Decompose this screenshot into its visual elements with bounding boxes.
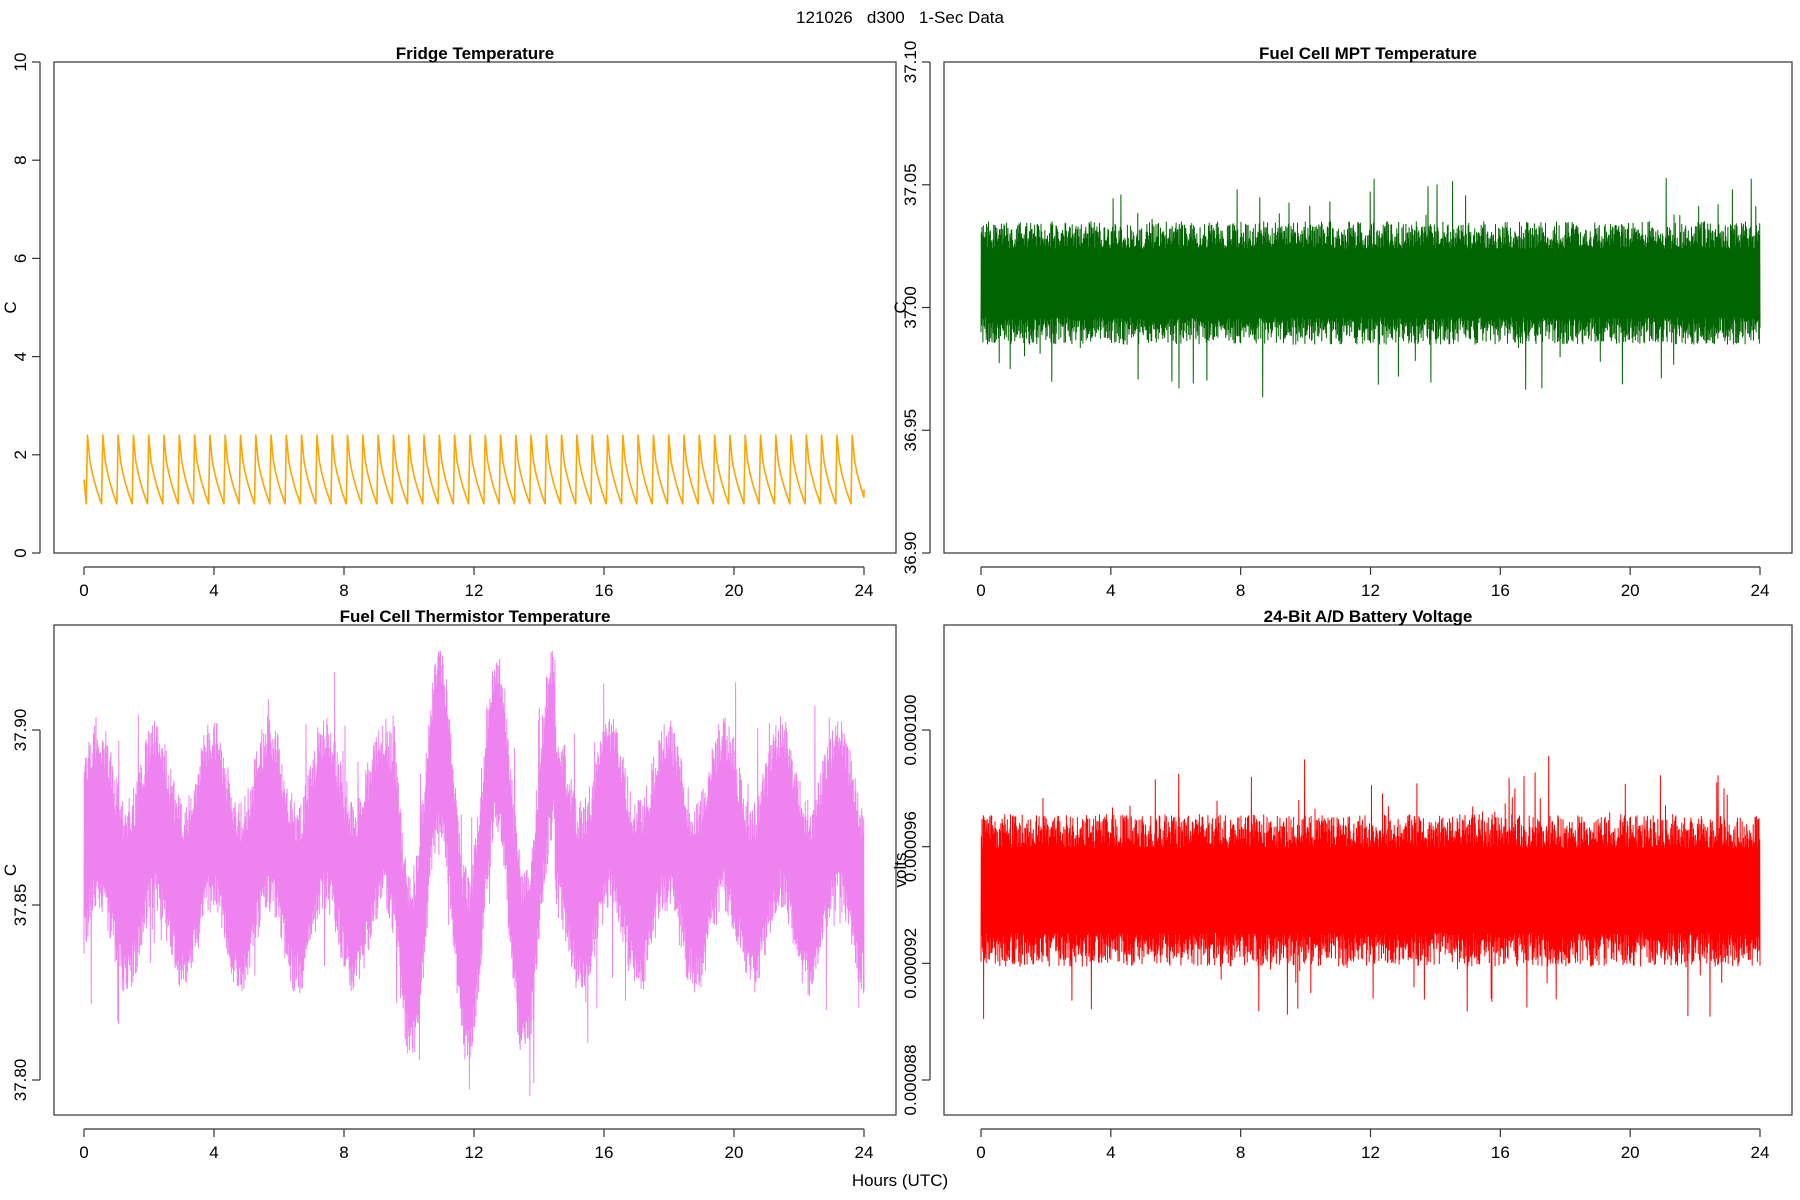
x-tick-label: 12 xyxy=(1361,581,1380,600)
x-tick-label: 4 xyxy=(1106,1143,1115,1162)
x-tick-label: 12 xyxy=(465,1143,484,1162)
y-axis-label: C xyxy=(1,864,20,876)
y-tick-label: 37.90 xyxy=(11,709,30,752)
x-tick-label: 24 xyxy=(1751,1143,1770,1162)
x-tick-label: 8 xyxy=(1236,1143,1245,1162)
series-line xyxy=(83,434,865,505)
series-line xyxy=(83,650,865,1097)
plot-frame xyxy=(943,61,1793,554)
y-axis-label: volts xyxy=(891,853,910,888)
x-tick-label: 16 xyxy=(595,581,614,600)
x-tick-label: 20 xyxy=(1621,581,1640,600)
y-tick-label: 4 xyxy=(11,352,30,361)
y-tick-label: 37.80 xyxy=(11,1059,30,1102)
figure-xlabel: Hours (UTC) xyxy=(852,1171,948,1190)
chart-panel: Fuel Cell MPT Temperature C 0 4 8 12 16 20 24 36.… xyxy=(891,41,1793,600)
chart-title: Fridge Temperature xyxy=(396,44,554,63)
x-tick-label: 4 xyxy=(209,1143,218,1162)
chart-title: 24-Bit A/D Battery Voltage xyxy=(1264,607,1473,626)
x-tick-label: 8 xyxy=(339,1143,348,1162)
y-tick-label: 37.05 xyxy=(901,163,920,206)
y-tick-label: 36.90 xyxy=(901,532,920,575)
figure-suptitle: 121026 d300 1-Sec Data xyxy=(796,8,1004,27)
x-tick-label: 24 xyxy=(1751,581,1770,600)
y-tick-label: 0.000096 xyxy=(901,811,920,882)
y-tick-label: 37.10 xyxy=(901,41,920,84)
y-tick-label: 6 xyxy=(11,254,30,263)
series-line xyxy=(980,177,1761,398)
y-tick-label: 0 xyxy=(11,548,30,557)
x-tick-label: 20 xyxy=(725,581,744,600)
x-tick-label: 4 xyxy=(1106,581,1115,600)
x-tick-label: 16 xyxy=(595,1143,614,1162)
y-tick-label: 0.000088 xyxy=(901,1045,920,1116)
x-tick-label: 12 xyxy=(1361,1143,1380,1162)
y-tick-label: 2 xyxy=(11,450,30,459)
x-tick-label: 12 xyxy=(465,581,484,600)
y-tick-label: 37.85 xyxy=(11,884,30,927)
plot-frame xyxy=(53,624,897,1116)
y-axis-label: C xyxy=(1,301,20,313)
x-tick-label: 0 xyxy=(79,581,88,600)
x-tick-label: 24 xyxy=(855,1143,874,1162)
plot-frame xyxy=(943,624,1793,1116)
x-tick-label: 0 xyxy=(976,581,985,600)
series-line xyxy=(980,756,1761,1019)
x-tick-label: 0 xyxy=(79,1143,88,1162)
y-tick-label: 36.95 xyxy=(901,409,920,452)
x-tick-label: 8 xyxy=(1236,581,1245,600)
y-tick-label: 8 xyxy=(11,155,30,164)
plot-frame xyxy=(53,61,897,554)
chart-panel: Fuel Cell Thermistor Temperature C 0 4 8 12 16… xyxy=(1,607,897,1162)
y-axis-label: C xyxy=(891,301,910,313)
y-tick-label: 0.000092 xyxy=(901,928,920,999)
x-tick-label: 20 xyxy=(725,1143,744,1162)
y-tick-label: 37.00 xyxy=(901,286,920,329)
x-tick-label: 16 xyxy=(1491,581,1510,600)
x-tick-label: 16 xyxy=(1491,1143,1510,1162)
y-tick-label: 0.000100 xyxy=(901,695,920,766)
y-tick-label: 10 xyxy=(11,53,30,72)
chart-panel: 24-Bit A/D Battery Voltage volts 0 4 8 12 16 20… xyxy=(891,607,1793,1162)
x-tick-label: 0 xyxy=(976,1143,985,1162)
x-tick-label: 24 xyxy=(855,581,874,600)
chart-title: Fuel Cell Thermistor Temperature xyxy=(340,607,611,626)
x-tick-label: 8 xyxy=(339,581,348,600)
x-tick-label: 4 xyxy=(209,581,218,600)
chart-title: Fuel Cell MPT Temperature xyxy=(1259,44,1477,63)
x-tick-label: 20 xyxy=(1621,1143,1640,1162)
